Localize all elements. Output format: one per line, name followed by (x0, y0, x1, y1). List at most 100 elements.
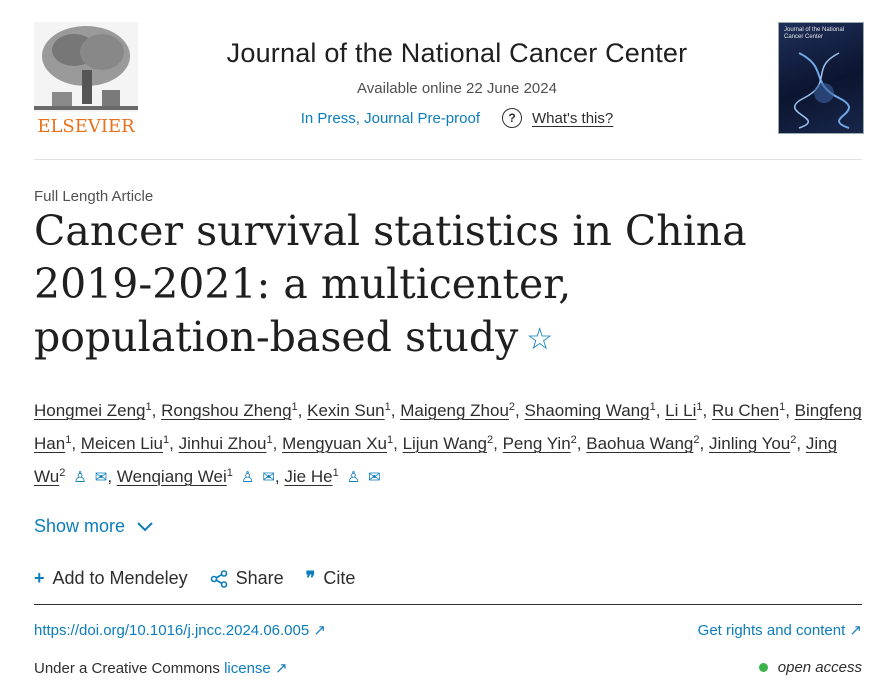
author-link[interactable]: Baohua Wang (586, 434, 694, 453)
author-affiliation-sup[interactable]: 2 (487, 434, 494, 446)
author-affiliation-sup[interactable]: 1 (332, 467, 339, 479)
doi-text: https://doi.org/10.1016/j.jncc.2024.06.0… (34, 622, 310, 639)
header-divider (34, 159, 862, 160)
license-info: Under a Creative Commons license ↗ (34, 659, 288, 677)
author-separator: , (785, 401, 790, 420)
author-link[interactable]: Kexin Sun (307, 401, 385, 420)
quote-icon: ❞ (305, 568, 316, 588)
author-link[interactable]: Shaoming Wang (524, 401, 650, 420)
author-affiliation-sup[interactable]: 2 (59, 467, 66, 479)
person-icon[interactable]: ♙ (346, 469, 361, 486)
show-more-label: Show more (34, 516, 126, 536)
author-separator: , (493, 434, 498, 453)
email-icon[interactable]: ✉ (94, 469, 108, 486)
author-separator: , (796, 434, 802, 453)
author-link[interactable]: Meicen Liu (80, 434, 163, 453)
rights-link[interactable]: Get rights and content ↗ (698, 621, 862, 639)
article-title-text: Cancer survival statistics in China 2019… (34, 207, 747, 361)
author-affiliation-sup[interactable]: 1 (266, 434, 273, 446)
author-link[interactable]: Rongshou Zheng (161, 401, 292, 420)
add-to-mendeley-button[interactable]: + Add to Mendeley (34, 568, 188, 589)
doi-link[interactable]: https://doi.org/10.1016/j.jncc.2024.06.0… (34, 621, 326, 639)
cite-button[interactable]: ❞ Cite (306, 568, 356, 589)
plus-icon: + (34, 568, 45, 588)
author-separator: , (702, 401, 708, 420)
author-affiliation-sup[interactable]: 1 (226, 467, 233, 479)
external-link-icon: ↗ (849, 622, 862, 639)
author-affiliation-sup[interactable]: 1 (649, 401, 656, 413)
author-affiliation-sup[interactable]: 1 (386, 434, 394, 446)
press-status-link[interactable]: In Press, Journal Pre-proof (300, 109, 480, 127)
email-icon[interactable]: ✉ (262, 469, 275, 486)
rights-text: Get rights and content (697, 622, 846, 639)
author-separator: , (655, 401, 661, 420)
journal-cover-image[interactable]: Journal of the National Cancer Center (778, 22, 864, 134)
author-link[interactable]: Jie He (284, 467, 333, 486)
press-status-row: In Press, Journal Pre-proof ? What's thi… (150, 108, 764, 128)
article-title: Cancer survival statistics in China 2019… (34, 205, 814, 366)
author-separator: , (390, 401, 396, 420)
cover-helix-graphic (794, 52, 850, 129)
author-affiliation-sup[interactable]: 1 (291, 401, 298, 413)
help-icon[interactable]: ? (502, 108, 522, 128)
author-affiliation-sup[interactable]: 1 (779, 401, 786, 413)
author-affiliation-sup[interactable]: 2 (790, 434, 797, 446)
author-separator: , (274, 467, 280, 486)
star-icon[interactable]: ☆ (526, 322, 554, 357)
share-icon (210, 569, 227, 588)
open-access-badge: open access (758, 659, 862, 676)
author-affiliation-sup[interactable]: 1 (163, 434, 170, 446)
author-separator: , (169, 434, 174, 453)
license-link[interactable]: license ↗ (224, 660, 288, 677)
author-link[interactable]: Lijun Wang (402, 434, 487, 453)
article-type: Full Length Article (34, 188, 154, 205)
author-separator: , (515, 401, 520, 420)
author-link[interactable]: Mengyuan Xu (282, 434, 387, 453)
journal-title[interactable]: Journal of the National Cancer Center (226, 38, 688, 68)
elsevier-logo[interactable]: ELSEVIER (34, 22, 138, 137)
author-link[interactable]: Wenqiang Wei (116, 467, 227, 486)
author-link[interactable]: Jinling You (708, 434, 791, 453)
author-link[interactable]: Maigeng Zhou (400, 401, 509, 420)
author-separator: , (107, 467, 113, 486)
email-icon[interactable]: ✉ (368, 469, 381, 486)
author-link[interactable]: Jing Wu (34, 434, 838, 486)
author-affiliation-sup[interactable]: 2 (693, 434, 700, 446)
author-link[interactable]: Peng Yin (502, 434, 571, 453)
open-access-dot-icon (758, 663, 768, 672)
author-affiliation-sup[interactable]: 1 (145, 401, 152, 413)
author-separator: , (71, 434, 77, 453)
cite-label: Cite (323, 568, 356, 588)
show-more-button[interactable]: Show more (34, 516, 153, 537)
author-affiliation-sup[interactable]: 2 (508, 401, 516, 413)
available-online-date: Available online 22 June 2024 (357, 80, 557, 97)
author-affiliation-sup[interactable]: 1 (696, 401, 703, 413)
author-link[interactable]: Jinhui Zhou (178, 434, 267, 453)
share-label: Share (235, 568, 284, 588)
chevron-down-icon (137, 521, 153, 531)
article-actions: + Add to Mendeley Share ❞ Cite (34, 568, 355, 589)
cover-title: Journal of the National Cancer Center (784, 27, 845, 40)
mendeley-label: Add to Mendeley (52, 568, 188, 588)
author-link[interactable]: Hongmei Zeng (34, 401, 146, 420)
author-separator: , (272, 434, 278, 453)
author-link[interactable]: Li Li (665, 401, 697, 420)
share-button[interactable]: Share (210, 568, 284, 589)
author-separator: , (576, 434, 582, 453)
author-affiliation-sup[interactable]: 2 (570, 434, 577, 446)
svg-text:ELSEVIER: ELSEVIER (37, 116, 135, 134)
author-separator: , (151, 401, 157, 420)
license-prefix: Under a Creative Commons (34, 660, 220, 677)
elsevier-tree-icon: ELSEVIER (34, 22, 138, 137)
actions-divider (34, 604, 862, 605)
author-affiliation-sup[interactable]: 1 (65, 434, 72, 446)
open-access-label: open access (777, 659, 862, 676)
person-icon[interactable]: ♙ (73, 469, 87, 486)
external-link-icon: ↗ (313, 622, 326, 639)
author-link[interactable]: Ru Chen (711, 401, 780, 420)
person-icon[interactable]: ♙ (240, 469, 255, 486)
author-link[interactable]: Bingfeng Han (34, 401, 862, 453)
author-separator: , (297, 401, 303, 420)
author-affiliation-sup[interactable]: 1 (384, 401, 391, 413)
whats-this-link[interactable]: What's this? (532, 109, 614, 127)
